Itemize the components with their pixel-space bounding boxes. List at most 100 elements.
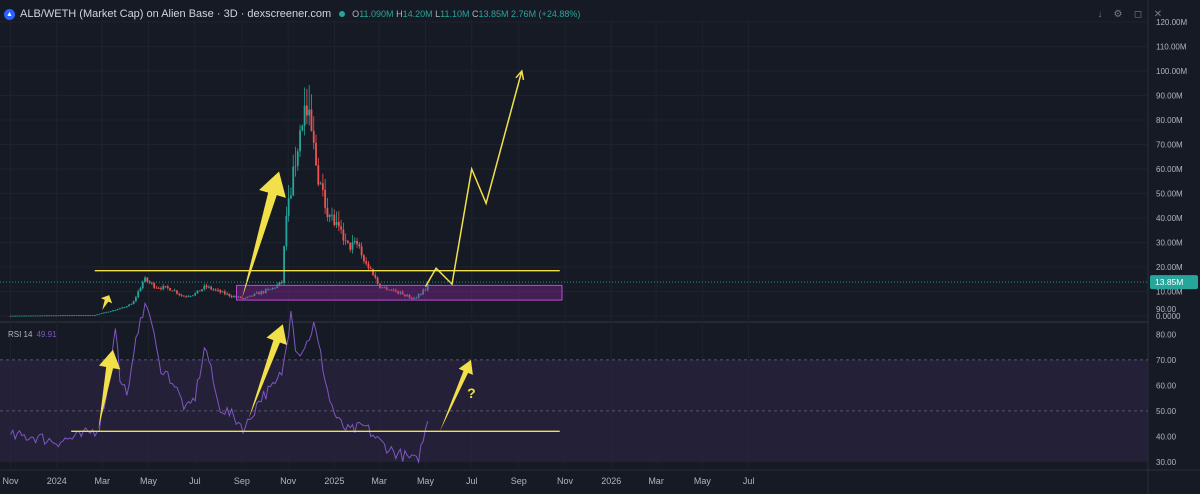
rsi-band bbox=[0, 359, 1148, 462]
arrow-down-icon[interactable]: ↓ bbox=[1097, 8, 1103, 20]
candle-body bbox=[337, 221, 340, 227]
rsi-tick-label: 70.00 bbox=[1156, 356, 1177, 365]
candle-body bbox=[347, 240, 349, 243]
candle-body bbox=[157, 287, 160, 289]
time-tick-label: Nov bbox=[280, 476, 297, 486]
candle-body bbox=[141, 282, 144, 289]
candle-body bbox=[114, 310, 117, 312]
candle-body bbox=[146, 277, 149, 282]
candle-body bbox=[100, 313, 103, 314]
candle-body bbox=[394, 290, 397, 292]
candle-body bbox=[306, 105, 308, 116]
candle-body bbox=[41, 315, 44, 317]
candle-body bbox=[287, 198, 290, 216]
candle-body bbox=[376, 277, 379, 284]
exchange-logo-icon: ▲ bbox=[4, 8, 15, 20]
candle-body bbox=[303, 105, 306, 126]
candle-body bbox=[255, 292, 258, 294]
candle-body bbox=[68, 315, 71, 317]
candle-body bbox=[164, 286, 167, 287]
price-tick-label: 90.00M bbox=[1156, 92, 1183, 101]
candle-body bbox=[422, 289, 425, 295]
candle-body bbox=[317, 165, 320, 185]
candle-body bbox=[55, 315, 57, 317]
candle-body bbox=[401, 291, 404, 295]
time-tick-label: Jul bbox=[189, 476, 201, 486]
time-tick-label: Mar bbox=[371, 476, 387, 486]
candle-body bbox=[9, 315, 12, 317]
candle-body bbox=[285, 215, 288, 247]
candle-body bbox=[169, 288, 171, 291]
time-tick-label: May bbox=[694, 476, 712, 486]
candle-body bbox=[210, 286, 213, 290]
candle-body bbox=[283, 246, 285, 283]
price-tick-label: 30.00M bbox=[1156, 239, 1183, 248]
rsi-tick-label: 90.00 bbox=[1156, 305, 1177, 314]
candle-body bbox=[358, 244, 361, 247]
settings-icon[interactable]: ⚙ bbox=[1113, 8, 1123, 20]
close-icon[interactable]: ✕ bbox=[1153, 8, 1163, 20]
candle-body bbox=[96, 314, 99, 316]
candle-body bbox=[397, 291, 399, 294]
candle-body bbox=[66, 315, 69, 317]
candle-body bbox=[64, 315, 67, 317]
candle-body bbox=[417, 294, 420, 298]
candle-body bbox=[378, 283, 381, 289]
candle-body bbox=[253, 293, 256, 297]
candle-body bbox=[363, 255, 365, 262]
candle-body bbox=[342, 229, 345, 241]
candle-body bbox=[331, 214, 333, 216]
candle-body bbox=[109, 311, 112, 313]
candle-body bbox=[196, 290, 199, 294]
candle-body bbox=[112, 310, 114, 312]
candle-body bbox=[84, 315, 87, 316]
candle-body bbox=[219, 290, 222, 293]
candle-body bbox=[383, 287, 386, 289]
rsi-axis: 90.00 80.00 70.00 60.00 50.00 40.00 30.00 bbox=[1156, 305, 1177, 467]
candle-body bbox=[52, 315, 55, 317]
time-tick-label: May bbox=[417, 476, 435, 486]
candle-body bbox=[166, 286, 169, 289]
candle-body bbox=[381, 287, 384, 289]
candle-body bbox=[294, 165, 297, 167]
candle-body bbox=[258, 292, 260, 295]
candle-body bbox=[251, 295, 254, 297]
candle-body bbox=[34, 315, 37, 317]
candle-body bbox=[280, 282, 283, 283]
rsi-value: 49.91 bbox=[36, 330, 57, 339]
candle-body bbox=[32, 315, 35, 317]
candle-body bbox=[36, 315, 39, 317]
price-tick-label: 120.00M bbox=[1156, 18, 1187, 27]
candle-body bbox=[390, 289, 393, 291]
candle-body bbox=[356, 241, 358, 245]
candle-body bbox=[372, 268, 374, 276]
projection-arrowhead bbox=[515, 69, 525, 80]
candle-body bbox=[246, 296, 249, 298]
candle-body bbox=[73, 315, 76, 316]
candle-body bbox=[308, 109, 311, 116]
candle-body bbox=[98, 313, 101, 315]
candle-body bbox=[205, 285, 208, 288]
market-status-icon bbox=[339, 11, 346, 17]
candle-body bbox=[326, 207, 329, 217]
candle-body bbox=[125, 306, 128, 308]
candle-body bbox=[189, 295, 192, 297]
price-arrow bbox=[241, 171, 286, 299]
candle-body bbox=[180, 294, 183, 296]
candle-body bbox=[139, 288, 142, 292]
candle-body bbox=[21, 315, 23, 317]
candle-body bbox=[11, 315, 14, 317]
candle-body bbox=[278, 282, 281, 285]
candle-body bbox=[201, 289, 203, 292]
rsi-overbought-oversold-band bbox=[0, 359, 1148, 462]
candle-body bbox=[207, 286, 210, 288]
candle-body bbox=[420, 294, 422, 296]
candle-body bbox=[264, 289, 267, 293]
fullscreen-icon[interactable]: ◻ bbox=[1133, 8, 1143, 20]
candle-body bbox=[367, 263, 370, 269]
chart-header: ▲ ALB/WETH (Market Cap) on Alien Base · … bbox=[4, 6, 580, 22]
rsi-line bbox=[10, 301, 429, 464]
rsi-legend: RSI 14 49.91 bbox=[8, 330, 57, 339]
candle-body bbox=[226, 293, 228, 295]
